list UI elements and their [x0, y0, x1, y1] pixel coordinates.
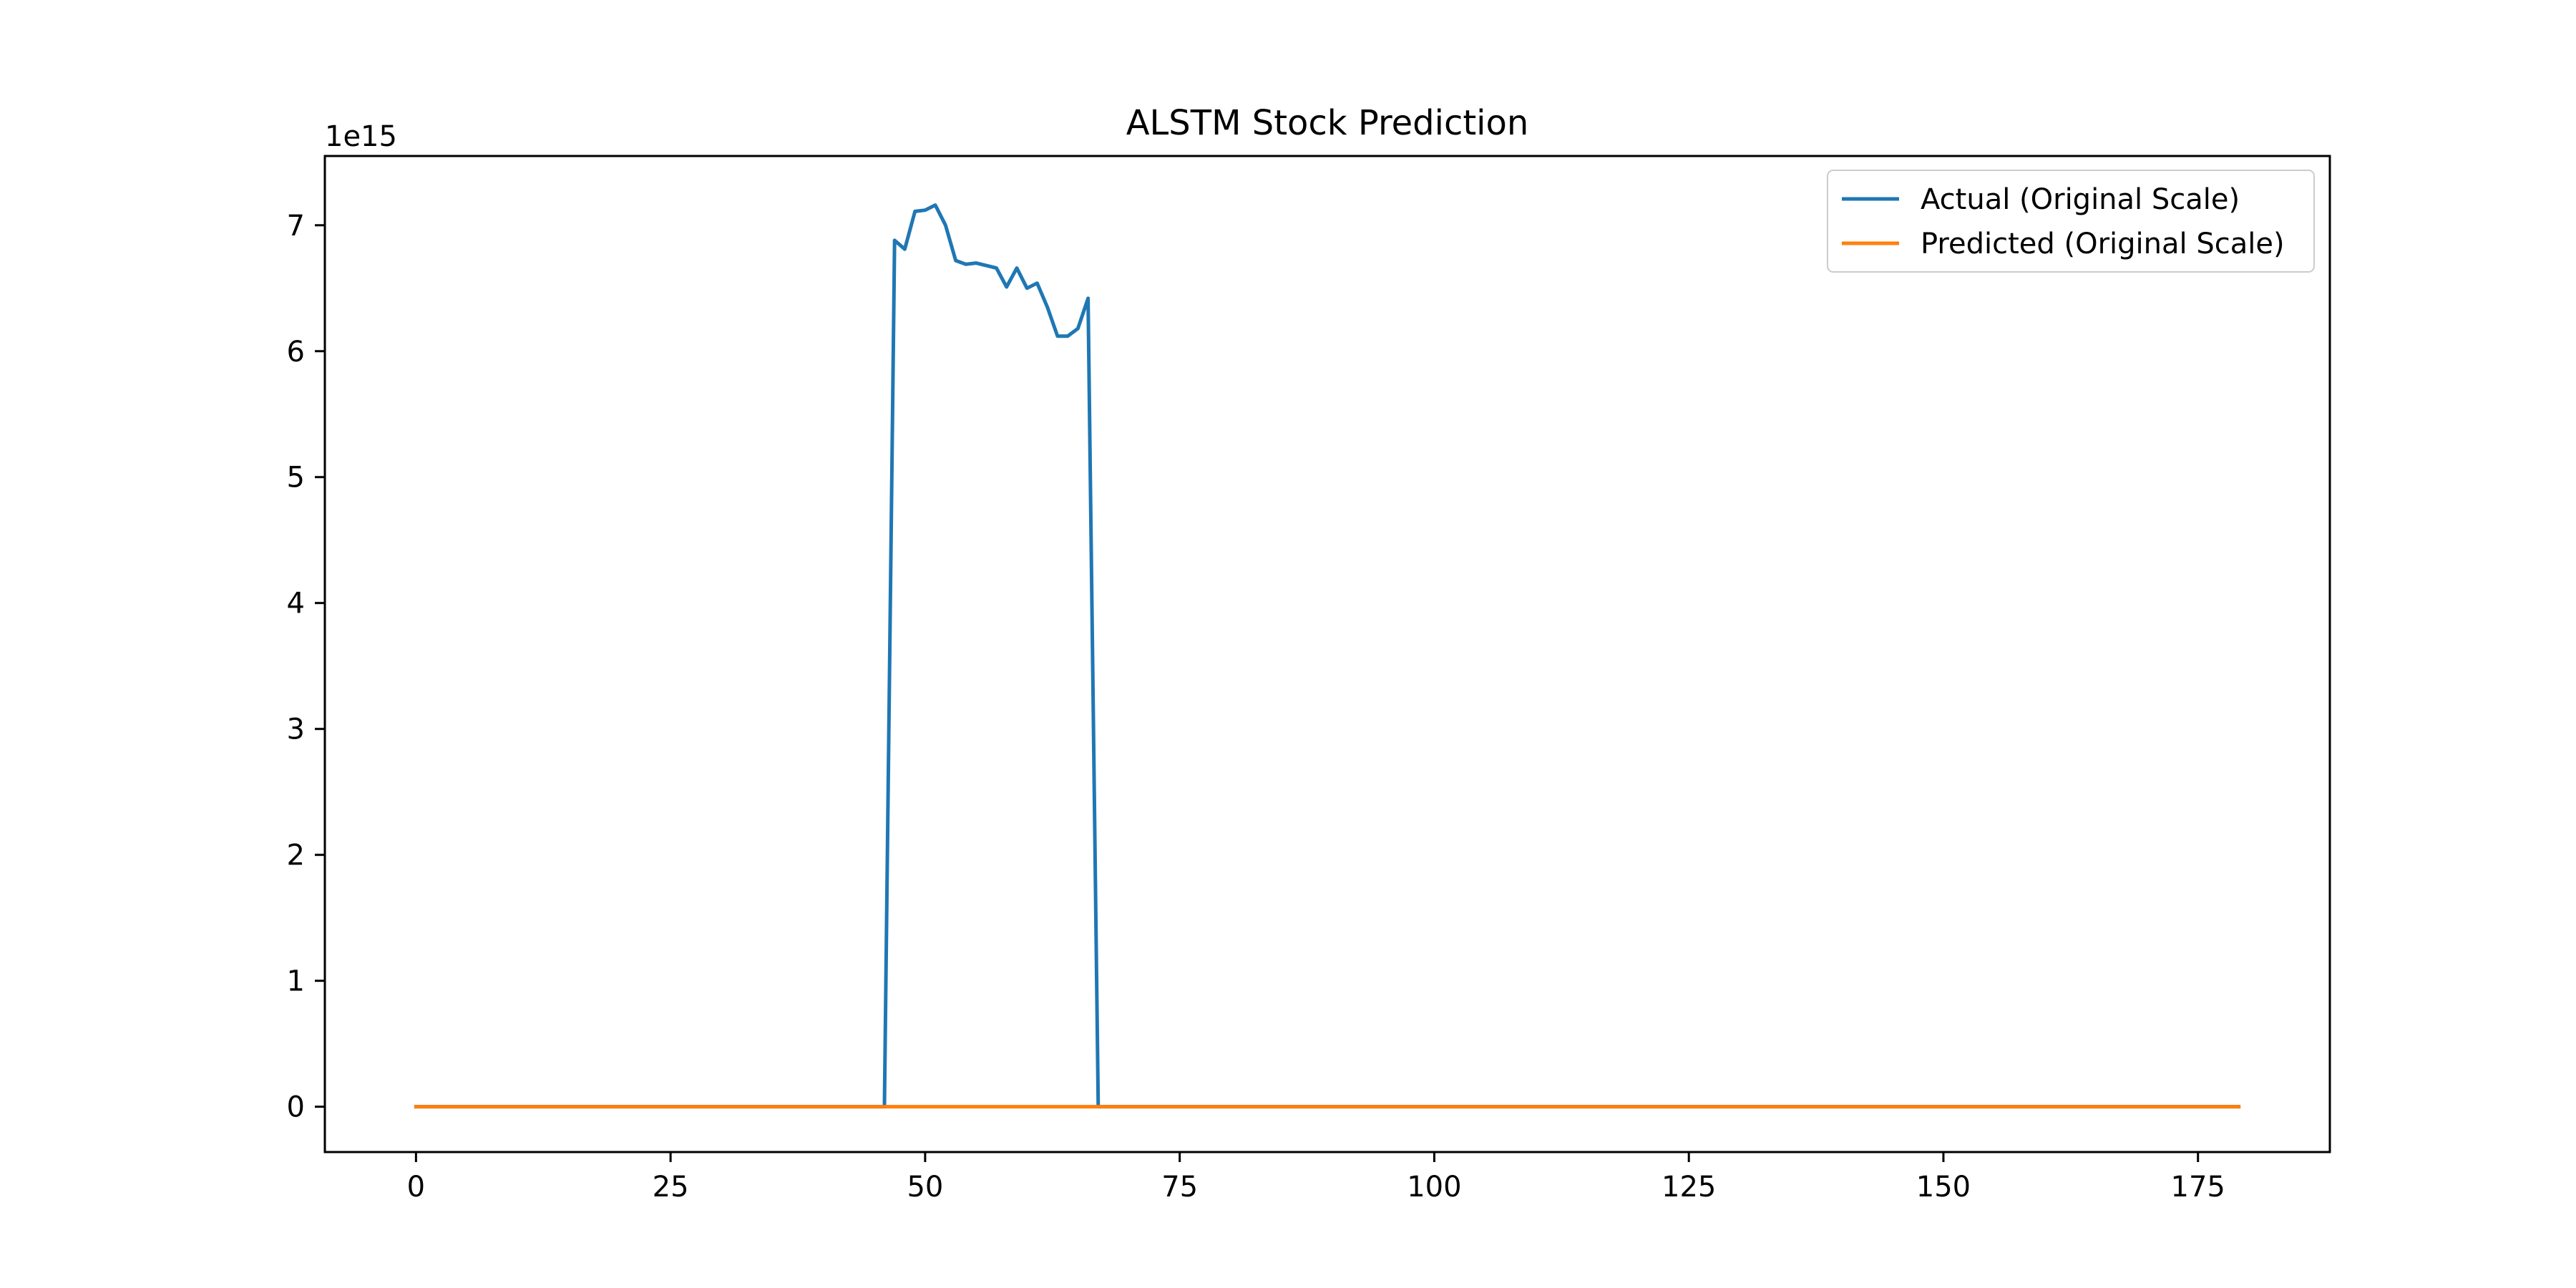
legend-label-predicted: Predicted (Original Scale): [1921, 228, 2285, 260]
x-tick-label: 150: [1916, 1171, 1971, 1204]
legend-label-actual: Actual (Original Scale): [1921, 183, 2240, 216]
legend-box: [1827, 170, 2315, 273]
x-tick-label: 175: [2171, 1171, 2225, 1204]
x-tick-label: 25: [653, 1171, 689, 1204]
y-tick-label: 3: [287, 713, 305, 746]
y-axis: 0 1 2 3 4 5 6 7: [287, 210, 325, 1124]
y-tick-label: 2: [287, 839, 305, 872]
series-layer: [414, 203, 2241, 1109]
y-tick-label: 5: [287, 462, 305, 494]
plot-frame: [323, 155, 2331, 1153]
y-tick-label: 4: [287, 587, 305, 620]
y-tick-label: 1: [287, 965, 305, 998]
x-tick-label: 100: [1407, 1171, 1461, 1204]
x-axis: 0 25 50 75 100 125 150 175: [407, 1152, 2225, 1204]
y-tick-label: 0: [287, 1091, 305, 1124]
legend: Actual (Original Scale) Predicted (Origin…: [1827, 170, 2315, 273]
chart-title: ALSTM Stock Prediction: [1126, 103, 1529, 143]
y-tick-label: 6: [287, 336, 305, 369]
x-tick-label: 125: [1662, 1171, 1716, 1204]
y-tick-label: 7: [287, 210, 305, 243]
x-tick-label: 0: [407, 1171, 425, 1204]
y-offset-label: 1e15: [325, 120, 397, 153]
series-line-actual: [414, 203, 2241, 1109]
x-tick-label: 75: [1161, 1171, 1198, 1204]
x-tick-label: 50: [907, 1171, 943, 1204]
